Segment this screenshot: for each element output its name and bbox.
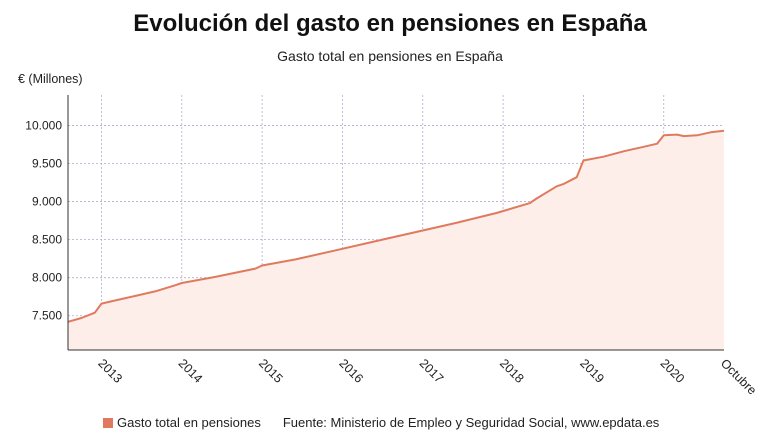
y-tick-label: 8.500 — [32, 233, 62, 247]
y-tick-label: 7.500 — [32, 309, 62, 323]
x-tick-label: 2015 — [256, 356, 286, 386]
y-axis-label: € (Millones) — [18, 72, 83, 86]
legend-swatch — [103, 418, 113, 428]
axes — [67, 95, 724, 351]
chart-subtitle: Gasto total en pensiones en España — [277, 48, 503, 64]
x-tick-label: 2018 — [497, 356, 527, 386]
x-tick-label: 2013 — [95, 356, 125, 386]
y-tick-label: 9.000 — [32, 195, 62, 209]
y-tick-labels: 7.500 8.000 8.500 9.000 9.500 10.000 — [25, 118, 62, 322]
x-tick-label: 2019 — [577, 356, 607, 386]
x-tick-label: 2020 — [658, 356, 688, 386]
x-tick-label: Octubre — [718, 356, 759, 397]
x-tick-labels: 2013 2014 2015 2016 2017 2018 2019 2020 Octubre — [95, 356, 759, 397]
y-tick-label: 9.500 — [32, 157, 62, 171]
y-tick-label: 10.000 — [25, 118, 62, 132]
x-tick-label: 2016 — [336, 356, 366, 386]
x-tick-label: 2017 — [417, 356, 447, 386]
x-tick-label: 2014 — [176, 356, 206, 386]
y-tick-label: 8.000 — [32, 271, 62, 285]
legend-label: Gasto total en pensiones — [117, 415, 261, 430]
source-text: Fuente: Ministerio de Empleo y Seguridad… — [282, 415, 660, 430]
chart-footer: Gasto total en pensiones Fuente: Minister… — [103, 415, 659, 430]
chart-title: Evolución del gasto en pensiones en Espa… — [133, 10, 647, 37]
series-line — [67, 129, 725, 323]
